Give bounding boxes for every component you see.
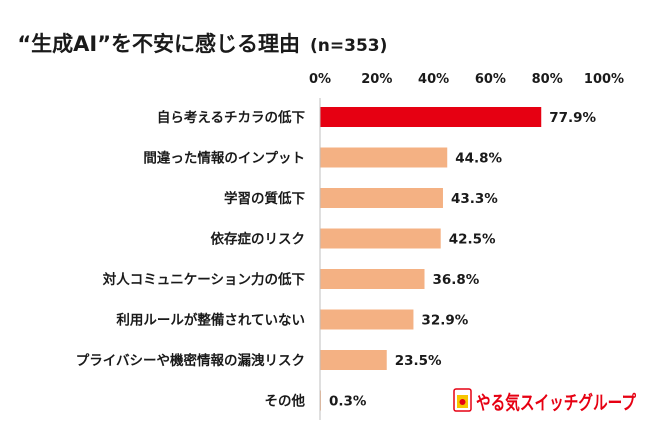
x-tick-label: 60% bbox=[475, 72, 506, 87]
x-tick-label: 0% bbox=[309, 72, 331, 87]
value-label: 43.3% bbox=[451, 191, 498, 207]
category-labels: 自ら考えるチカラの低下間違った情報のインプット学習の質低下依存症のリスク対人コミ… bbox=[76, 109, 306, 410]
category-label: 依存症のリスク bbox=[211, 231, 306, 248]
category-label: 自ら考えるチカラの低下 bbox=[157, 109, 306, 126]
chart-title: “生成AI”を不安に感じる理由 bbox=[17, 32, 300, 56]
bar bbox=[320, 350, 387, 370]
x-axis-ticks: 0% 20% 40% 60% 80% 100% bbox=[309, 72, 624, 87]
logo-badge-dot bbox=[459, 399, 466, 405]
bar bbox=[320, 228, 441, 249]
category-label: 利用ルールが整備されていない bbox=[116, 312, 305, 329]
value-label: 23.5% bbox=[395, 353, 442, 369]
bar bbox=[320, 188, 443, 208]
x-tick-label: 20% bbox=[361, 72, 392, 87]
bar bbox=[320, 107, 542, 127]
category-label: プライバシーや機密情報の漏洩リスク bbox=[76, 352, 305, 369]
value-label: 0.3% bbox=[329, 394, 367, 410]
category-label: 間違った情報のインプット bbox=[143, 150, 305, 167]
category-label: 対人コミュニケーション力の低下 bbox=[102, 271, 306, 288]
value-label: 36.8% bbox=[433, 272, 480, 288]
bar bbox=[320, 147, 448, 168]
x-tick-label: 80% bbox=[532, 72, 563, 87]
bar bbox=[320, 269, 425, 289]
company-logo: やる気スイッチグループ bbox=[453, 388, 637, 414]
value-labels: 77.9% 44.8% 43.3% 42.5% 36.8% 32.9% 23.5% 0.3% bbox=[329, 110, 597, 410]
value-label: 77.9% bbox=[549, 110, 596, 126]
category-label: 学習の質低下 bbox=[224, 190, 305, 207]
x-tick-label: 100% bbox=[584, 72, 624, 87]
chart-subtitle: (n=353) bbox=[310, 36, 387, 56]
bars bbox=[320, 107, 542, 411]
logo-text: やる気スイッチグループ bbox=[476, 391, 637, 414]
value-label: 42.5% bbox=[449, 232, 496, 248]
category-label: その他 bbox=[265, 393, 306, 410]
bar bbox=[320, 309, 414, 330]
value-label: 32.9% bbox=[421, 313, 468, 329]
x-tick-label: 40% bbox=[418, 72, 449, 87]
value-label: 44.8% bbox=[455, 151, 502, 167]
